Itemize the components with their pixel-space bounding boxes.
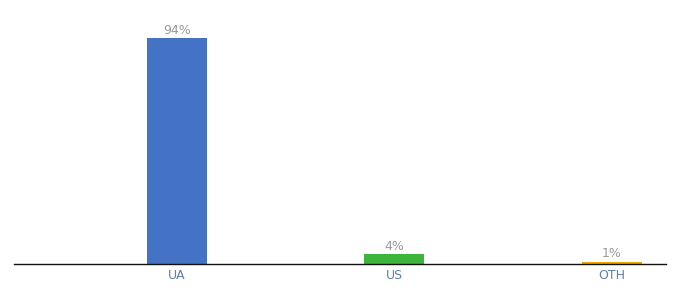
Text: 1%: 1% [602,248,622,260]
Text: 94%: 94% [163,24,190,37]
Bar [147,38,207,264]
Bar [364,254,424,264]
Text: 4%: 4% [384,240,405,253]
Bar [582,262,642,264]
